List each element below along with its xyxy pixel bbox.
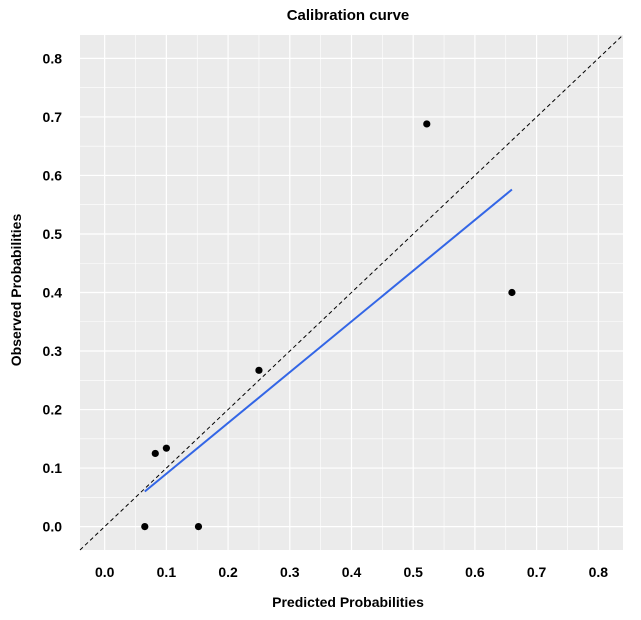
x-tick-label: 0.8 bbox=[589, 564, 609, 580]
data-point-4 bbox=[255, 366, 263, 374]
x-tick-label: 0.0 bbox=[95, 564, 115, 580]
y-tick-label: 0.5 bbox=[43, 226, 63, 242]
perfect-calibration-line bbox=[79, 34, 624, 551]
y-tick-label: 0.1 bbox=[43, 460, 63, 476]
chart-title: Calibration curve bbox=[287, 7, 410, 24]
y-tick-label: 0.6 bbox=[43, 167, 63, 183]
y-axis-label: Observed Probabilities bbox=[8, 214, 24, 367]
calibration-fit-line bbox=[144, 188, 513, 493]
x-tick-label: 0.4 bbox=[342, 564, 362, 580]
x-tick-label: 0.1 bbox=[157, 564, 177, 580]
x-tick-label: 0.6 bbox=[465, 564, 485, 580]
x-tick-label: 0.2 bbox=[218, 564, 238, 580]
y-tick-labels: 0.0 0.1 0.2 0.3 0.4 0.5 0.6 0.7 0.8 bbox=[43, 50, 63, 534]
y-tick-label: 0.8 bbox=[43, 50, 63, 66]
data-points bbox=[141, 120, 516, 531]
y-tick-label: 0.0 bbox=[43, 519, 63, 535]
x-tick-label: 0.7 bbox=[527, 564, 547, 580]
x-tick-labels: 0.0 0.1 0.2 0.3 0.4 0.5 0.6 0.7 0.8 bbox=[95, 564, 608, 580]
y-tick-label: 0.7 bbox=[43, 109, 63, 125]
data-point-6 bbox=[508, 288, 516, 297]
y-tick-label: 0.2 bbox=[43, 402, 63, 418]
data-point-3 bbox=[194, 522, 203, 531]
y-tick-label: 0.4 bbox=[43, 285, 63, 301]
data-point-0 bbox=[141, 522, 149, 531]
y-tick-label: 0.3 bbox=[43, 343, 63, 359]
data-point-2 bbox=[162, 444, 170, 452]
x-axis-label: Predicted Probabilities bbox=[272, 594, 424, 610]
x-tick-label: 0.5 bbox=[403, 564, 423, 580]
x-tick-label: 0.3 bbox=[280, 564, 300, 580]
data-point-1 bbox=[151, 449, 159, 458]
data-point-5 bbox=[423, 120, 431, 128]
major-gridlines bbox=[80, 35, 623, 550]
